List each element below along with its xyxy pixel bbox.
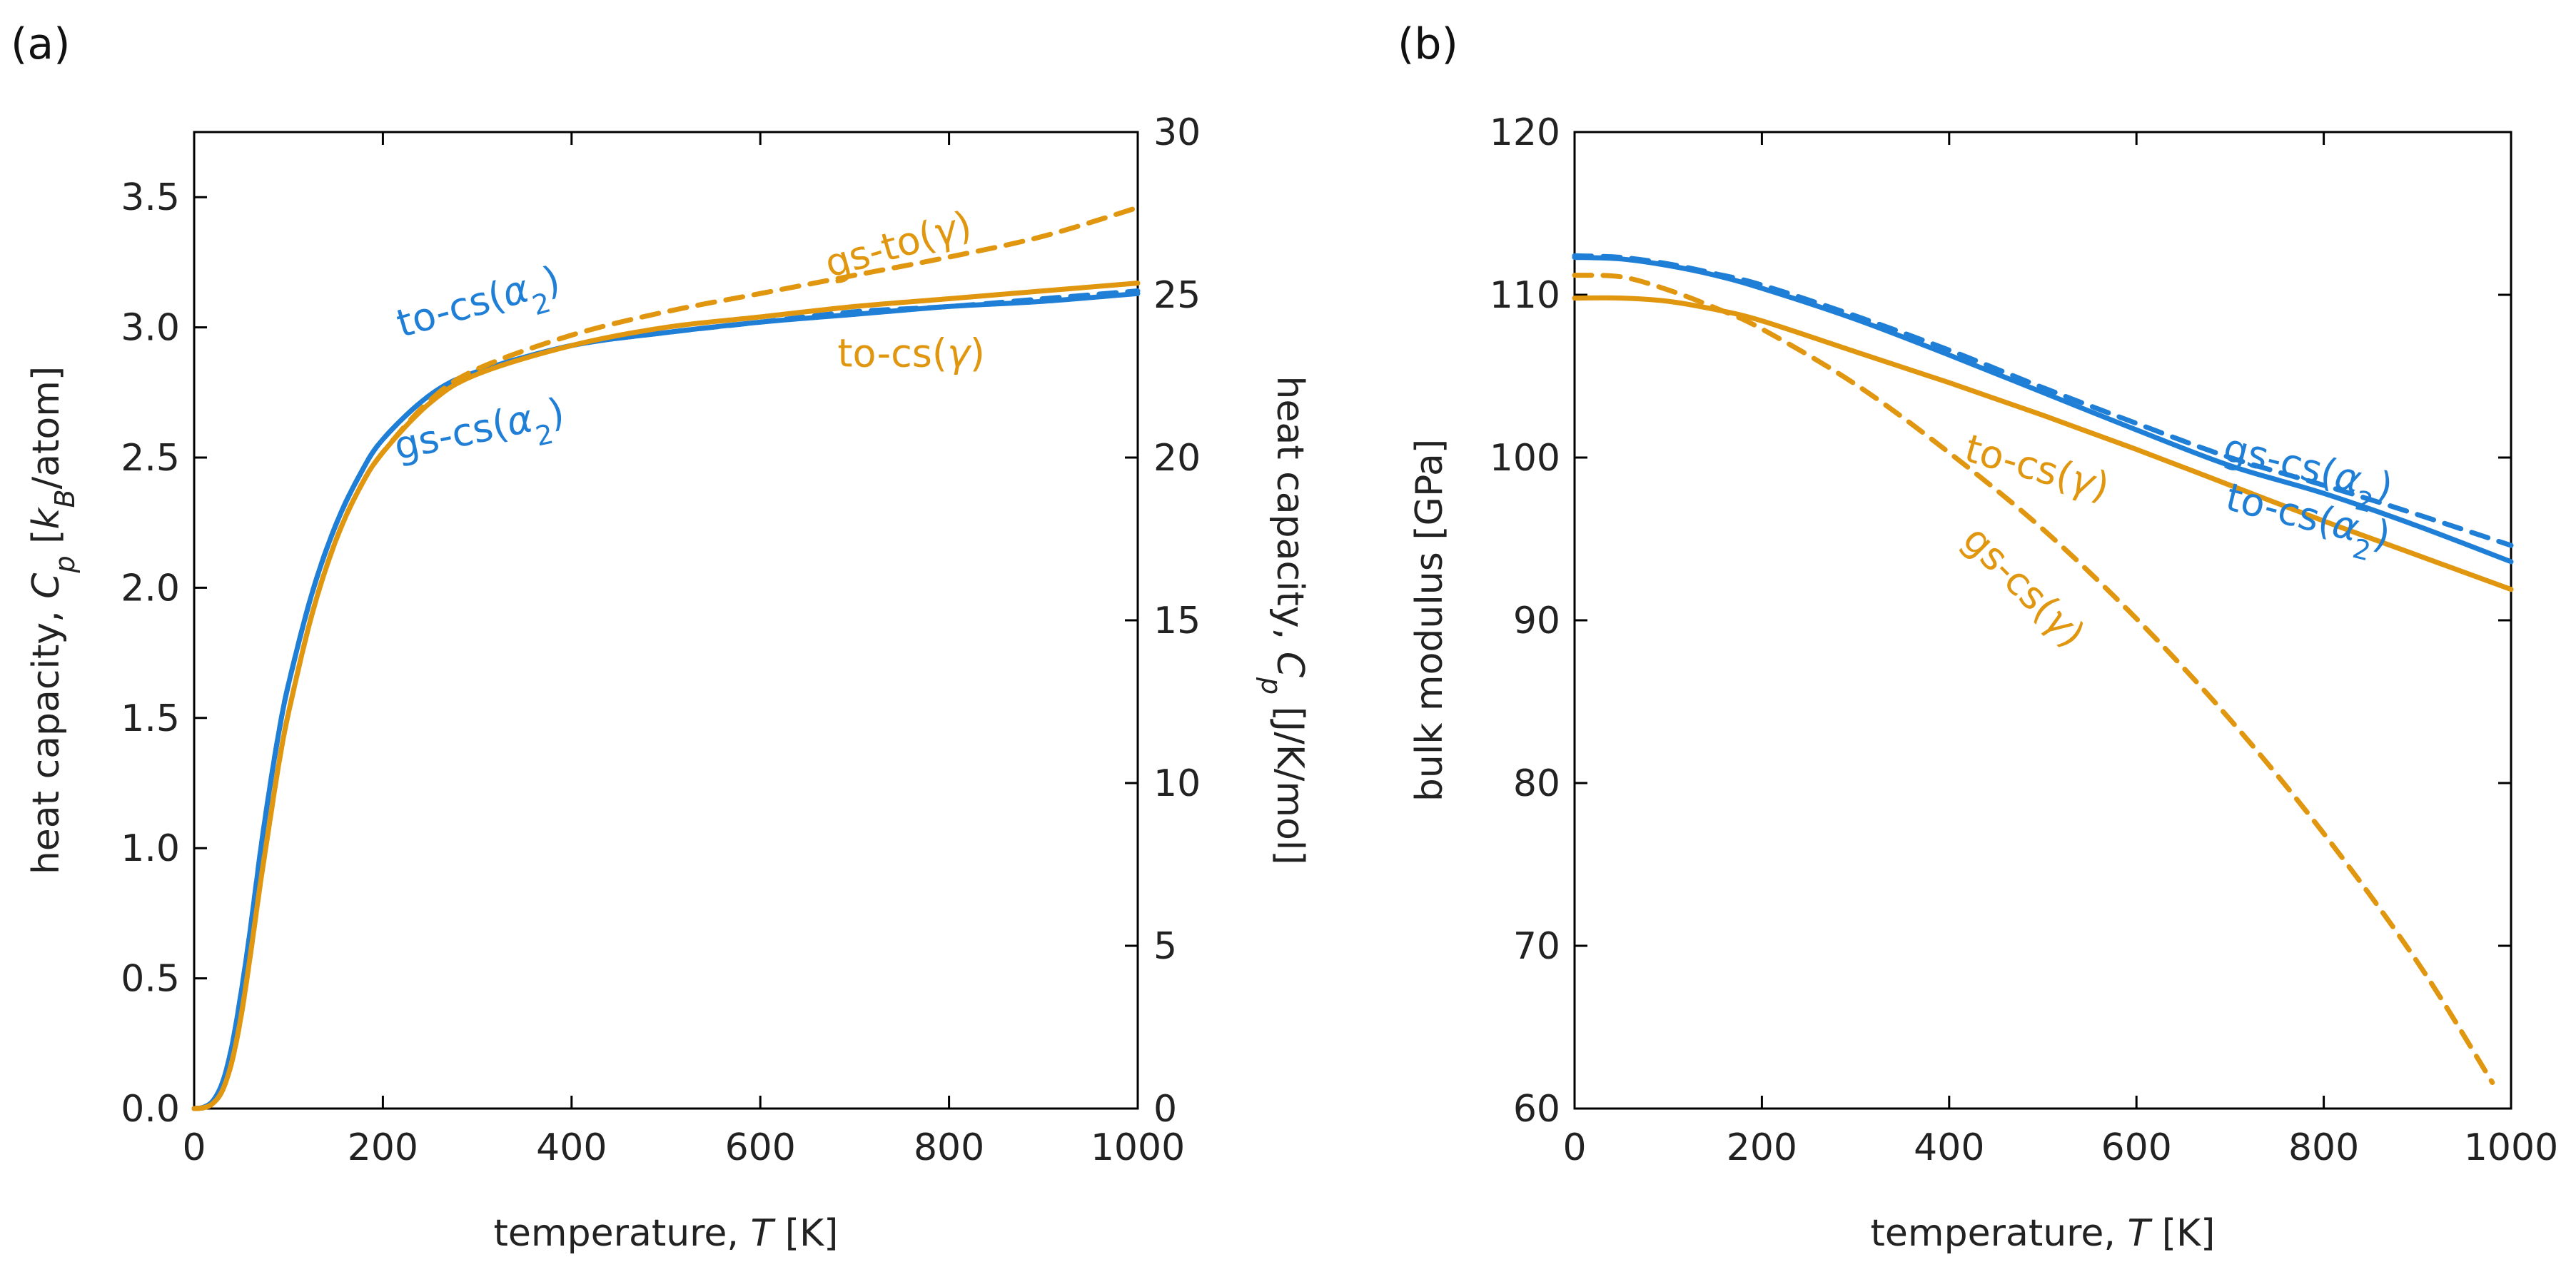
x-tick-label: 600: [725, 1126, 796, 1169]
series-b-0-line: [1572, 255, 2514, 565]
series-a-annotation: to-cs(γ): [837, 330, 985, 375]
y-tick-label: 0.5: [121, 958, 180, 1001]
series-b-annotation: to-cs(γ): [1960, 425, 2114, 510]
panel-b-x-axis-label: temperature, T [K]: [1871, 1212, 2216, 1255]
y-right-tick-label: 10: [1153, 762, 1201, 805]
y-tick-label: 120: [1490, 111, 1560, 154]
y-tick-label: 1.0: [121, 827, 180, 870]
y-right-tick-label: 30: [1153, 111, 1201, 154]
panel-b-y-axis-label: bulk modulus [GPa]: [1408, 439, 1451, 802]
x-tick-label: 1000: [1091, 1126, 1185, 1169]
y-tick-label: 3.0: [121, 307, 180, 350]
y-tick-label: 2.5: [121, 437, 180, 480]
series-b-annotation: gs-cs(γ): [1954, 517, 2094, 657]
panel-b-ticks: 0 200 400 600 800 1000 60 70 80 90 100 110 120: [1490, 111, 2558, 1169]
y-tick-label: 80: [1513, 762, 1560, 805]
panel-b: (b) 0 200 400 600 800 1000 60 70 80 90 100 110 120 g…: [1398, 19, 2558, 1255]
series-a-2-line: [191, 281, 1141, 1111]
series-a-0-line: [191, 291, 1141, 1111]
y-tick-label: 0.0: [121, 1088, 180, 1131]
panel-a-y-axis-label: heat capacity, Cp [kB/atom]: [25, 366, 81, 874]
x-tick-label: 200: [1727, 1126, 1797, 1169]
y-right-tick-label: 15: [1153, 600, 1201, 642]
y-tick-label: 100: [1490, 437, 1560, 480]
x-tick-label: 600: [2101, 1126, 2172, 1169]
panel-a-ticks: 0 200 400 600 800 10000.00.51.01.52.02.53.03.…: [121, 111, 1201, 1169]
y-tick-label: 2.0: [121, 567, 180, 610]
y-tick-label: 90: [1513, 600, 1560, 642]
y-tick-label: 60: [1513, 1088, 1560, 1131]
series-b-1-line: [1572, 253, 2514, 548]
panel-b-curves: [1572, 253, 2514, 1085]
panel-a-annotations: to-cs(α2)gs-cs(α2)gs-to(γ)to-cs(γ): [390, 202, 985, 469]
y-tick-label: 1.5: [121, 697, 180, 740]
panel-a-plot-frame: [193, 131, 1139, 1110]
y-right-tick-label: 25: [1153, 274, 1201, 317]
series-a-annotation: gs-to(γ): [820, 202, 976, 287]
x-tick-label: 0: [182, 1126, 206, 1169]
panel-a-right-y-axis-label: heat capacity, Cp [J/K/mol]: [1256, 375, 1311, 864]
panel-a-curves: [191, 205, 1141, 1111]
series-a-1-line: [191, 288, 1141, 1111]
y-right-tick-label: 0: [1153, 1088, 1177, 1131]
x-tick-label: 400: [1914, 1126, 1984, 1169]
y-tick-label: 70: [1513, 925, 1560, 968]
x-tick-label: 400: [536, 1126, 607, 1169]
x-tick-label: 200: [348, 1126, 418, 1169]
panel-a: (a) 0 200 400 600 800 10000.00.51.01.52.02.53…: [11, 19, 1311, 1255]
series-b-3-line: [1572, 273, 2495, 1085]
y-tick-label: 110: [1490, 274, 1560, 317]
x-tick-label: 0: [1562, 1126, 1586, 1169]
y-right-tick-label: 20: [1153, 437, 1201, 480]
panel-a-x-axis-label: temperature, T [K]: [494, 1212, 839, 1255]
x-tick-label: 800: [914, 1126, 984, 1169]
series-a-3-line: [191, 205, 1141, 1111]
panel-a-label: (a): [11, 19, 71, 69]
panel-b-annotations: gs-cs(α2)to-cs(α2)to-cs(γ)gs-cs(γ): [1954, 425, 2398, 656]
panel-b-label: (b): [1398, 19, 1458, 69]
x-tick-label: 800: [2288, 1126, 2359, 1169]
y-right-tick-label: 5: [1153, 925, 1177, 968]
series-b-2-line: [1572, 295, 2514, 592]
y-tick-label: 3.5: [121, 176, 180, 219]
x-tick-label: 1000: [2464, 1126, 2558, 1169]
